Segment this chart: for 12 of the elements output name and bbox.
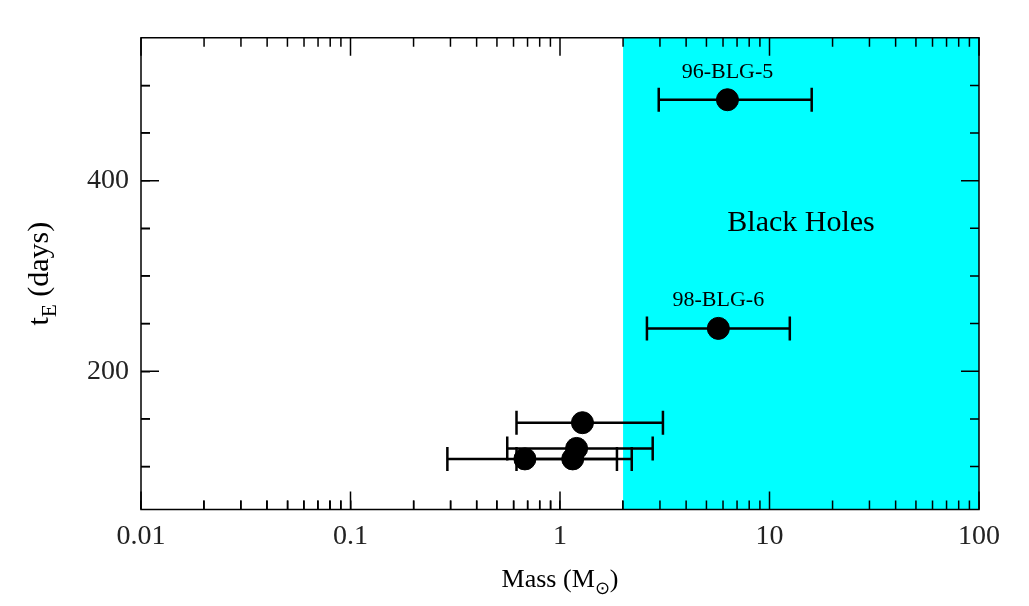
x-tick-label: 1 xyxy=(553,518,567,550)
annotation: 96-BLG-5 xyxy=(681,57,774,83)
y-axis-title: tE (days) xyxy=(20,221,62,326)
x-tick-label: 10 xyxy=(755,518,784,550)
x-tick-label: 0.01 xyxy=(116,518,166,550)
y-tick-label: 200 xyxy=(87,353,129,385)
x-tick-label: 100 xyxy=(958,518,1000,550)
x-tick-label: 0.1 xyxy=(333,518,368,550)
y-tick-label: 400 xyxy=(87,163,129,195)
band-label: Black Holes xyxy=(727,204,875,238)
annotation: 98-BLG-6 xyxy=(672,286,765,312)
x-axis-title: Mass (M⊙) xyxy=(501,563,619,598)
